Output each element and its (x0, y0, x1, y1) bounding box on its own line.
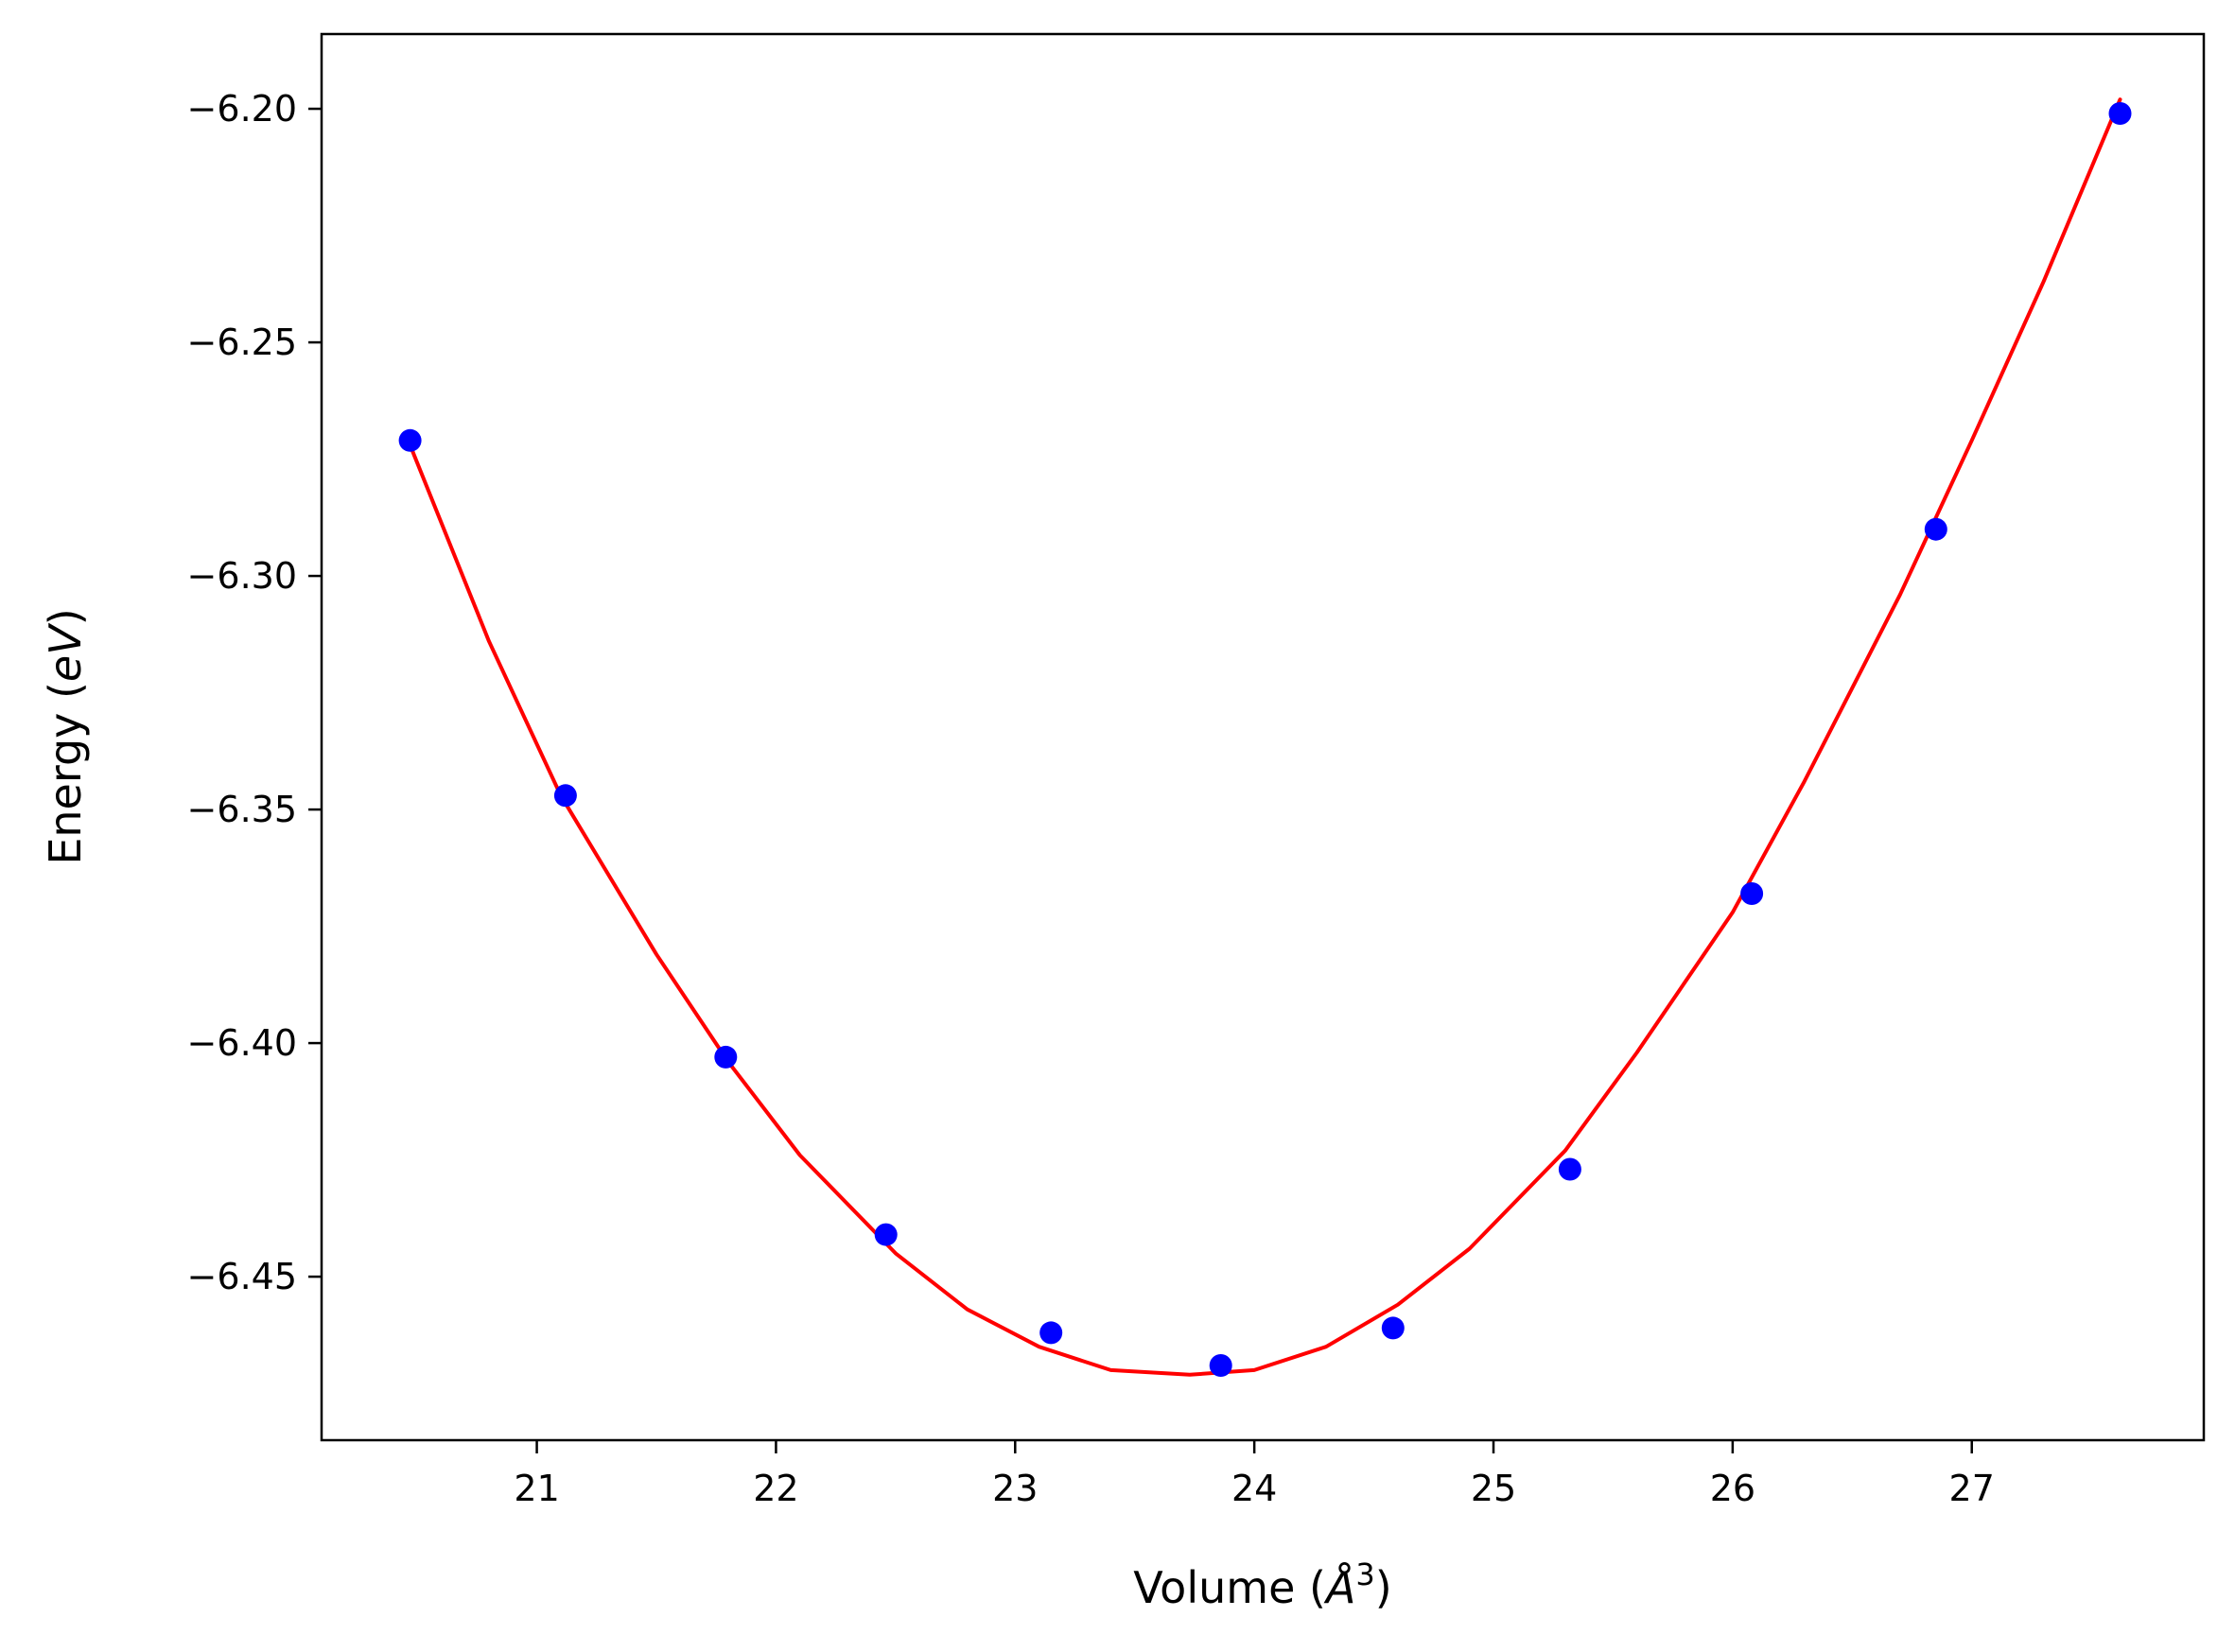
x-tick-label: 25 (1471, 1468, 1516, 1509)
y-axis-label: Energy (eV) (40, 608, 91, 864)
x-tick-label: 24 (1231, 1468, 1277, 1509)
y-tick-label: −6.40 (187, 1022, 297, 1064)
data-point (874, 1223, 898, 1246)
y-tick-label: −6.20 (187, 88, 297, 130)
data-point (1924, 517, 1947, 541)
x-tick-label: 23 (992, 1468, 1038, 1509)
data-point (1209, 1354, 1232, 1377)
data-point (714, 1045, 738, 1069)
data-point (1381, 1316, 1405, 1340)
data-point (1039, 1321, 1063, 1345)
data-point (553, 784, 577, 808)
data-point (1558, 1157, 1581, 1181)
y-tick-label: −6.35 (187, 789, 297, 830)
x-axis-label: Volume (Å3) (1133, 1556, 1391, 1613)
x-axis-ticks: 21 22 23 24 25 26 27 (514, 1440, 1995, 1509)
x-tick-label: 27 (1949, 1468, 1995, 1509)
y-axis-ticks: −6.20 −6.25 −6.30 −6.35 −6.40 −6.45 (187, 88, 322, 1297)
x-tick-label: 22 (753, 1468, 798, 1509)
data-point (2108, 102, 2132, 125)
y-tick-label: −6.45 (187, 1256, 297, 1297)
y-tick-label: −6.25 (187, 322, 297, 363)
fit-curve-line (408, 97, 2122, 1377)
x-tick-label: 26 (1710, 1468, 1755, 1509)
plot-area (398, 97, 2132, 1377)
x-tick-label: 21 (514, 1468, 559, 1509)
data-point (398, 428, 422, 452)
data-point (1740, 882, 1764, 905)
axes-frame (320, 32, 2206, 1442)
y-tick-label: −6.30 (187, 555, 297, 597)
